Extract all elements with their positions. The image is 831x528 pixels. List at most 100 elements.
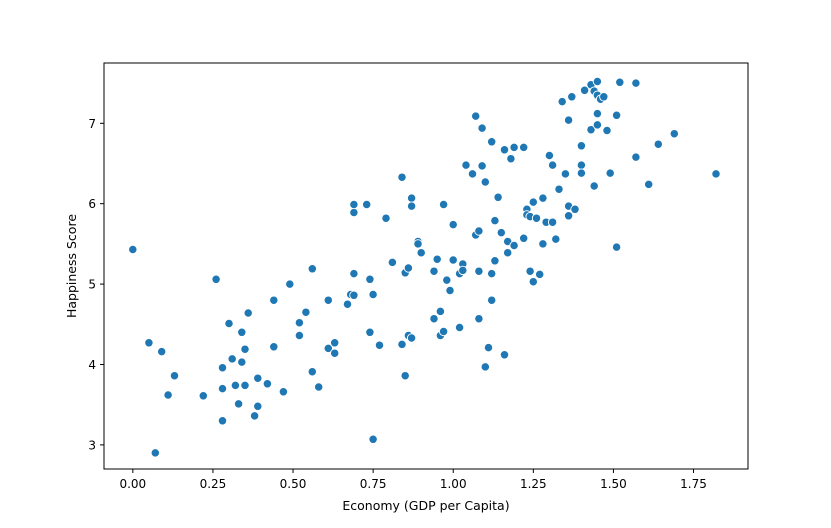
- x-axis-ticks: 0.00 0.25 0.50 0.75 1.00 1.25 1.50 1.75: [119, 469, 707, 491]
- data-point: [531, 213, 542, 223]
- data-point: [342, 299, 353, 309]
- data-point: [406, 333, 417, 343]
- data-point: [330, 348, 340, 358]
- data-point: [211, 274, 221, 284]
- data-point: [570, 204, 580, 214]
- data-point: [217, 383, 228, 394]
- data-point: [487, 137, 497, 147]
- data-point: [560, 169, 571, 179]
- data-point: [589, 181, 599, 191]
- x-axis-label: Economy (GDP per Capita): [342, 498, 509, 513]
- y-tick-label: 5: [88, 278, 96, 292]
- data-point: [528, 277, 538, 287]
- data-point: [576, 160, 587, 170]
- y-tick-label: 3: [88, 438, 96, 452]
- data-point: [307, 367, 317, 377]
- x-tick-label: 0.25: [200, 477, 227, 491]
- data-point: [519, 142, 529, 153]
- data-point: [323, 295, 333, 305]
- data-point: [374, 340, 385, 350]
- data-point: [538, 193, 548, 203]
- data-point: [285, 279, 295, 289]
- data-point: [269, 295, 279, 305]
- data-point: [294, 318, 305, 328]
- data-point: [480, 362, 490, 372]
- data-point: [474, 266, 484, 276]
- data-point: [243, 308, 253, 318]
- data-point: [467, 169, 478, 179]
- data-point: [631, 152, 641, 162]
- data-point: [362, 199, 372, 210]
- data-point: [631, 78, 641, 88]
- data-point: [227, 354, 237, 364]
- data-point: [397, 172, 407, 182]
- y-axis-label: Happiness Score: [64, 214, 79, 318]
- data-point: [576, 168, 587, 178]
- y-tick-label: 6: [88, 197, 96, 211]
- data-point: [669, 129, 679, 139]
- data-point: [644, 179, 654, 190]
- data-point: [150, 448, 160, 458]
- data-point: [499, 145, 510, 155]
- data-point: [563, 115, 574, 125]
- data-point: [592, 76, 603, 87]
- data-point: [506, 154, 516, 164]
- data-point: [474, 314, 484, 324]
- data-point: [458, 265, 468, 276]
- data-point: [563, 211, 574, 221]
- data-point: [397, 339, 407, 350]
- data-point: [217, 416, 228, 426]
- data-point: [413, 239, 423, 249]
- data-point: [240, 380, 250, 391]
- data-point: [429, 266, 439, 276]
- data-point: [416, 248, 426, 258]
- data-point: [365, 274, 375, 284]
- data-point: [442, 275, 452, 285]
- data-point: [496, 227, 506, 238]
- data-point: [365, 327, 375, 337]
- data-point: [499, 350, 510, 360]
- data-point: [163, 390, 173, 400]
- data-point: [387, 257, 398, 268]
- data-point: [198, 391, 208, 401]
- data-point: [461, 160, 471, 170]
- data-point: [368, 289, 378, 300]
- data-point: [448, 219, 458, 230]
- data-point: [454, 322, 465, 333]
- data-point: [349, 207, 359, 218]
- data-point: [406, 201, 417, 211]
- points-layer: [128, 76, 721, 458]
- data-point: [224, 318, 234, 329]
- data-point: [525, 266, 535, 276]
- data-point: [477, 123, 487, 133]
- data-point: [711, 169, 721, 179]
- data-point: [493, 192, 503, 202]
- data-point: [605, 168, 615, 178]
- data-point: [230, 380, 241, 391]
- data-point: [249, 411, 260, 421]
- x-tick-label: 0.00: [119, 477, 146, 491]
- x-tick-label: 0.75: [360, 477, 387, 491]
- data-point: [602, 125, 612, 136]
- data-point: [237, 327, 247, 337]
- data-point: [471, 111, 481, 121]
- data-point: [403, 263, 414, 273]
- data-point: [438, 199, 449, 210]
- data-point: [579, 85, 590, 95]
- data-point: [474, 226, 484, 236]
- data-point: [487, 295, 497, 305]
- x-tick-label: 1.25: [520, 477, 547, 491]
- data-point: [233, 399, 244, 409]
- data-point: [253, 373, 263, 383]
- data-point: [445, 285, 455, 296]
- data-point: [551, 234, 561, 244]
- data-point: [567, 92, 577, 102]
- x-tick-label: 1.00: [440, 477, 467, 491]
- data-point: [611, 110, 622, 120]
- data-point: [429, 314, 439, 324]
- data-point: [240, 344, 250, 354]
- data-point: [301, 307, 311, 317]
- data-point: [544, 150, 555, 161]
- data-point: [157, 346, 167, 357]
